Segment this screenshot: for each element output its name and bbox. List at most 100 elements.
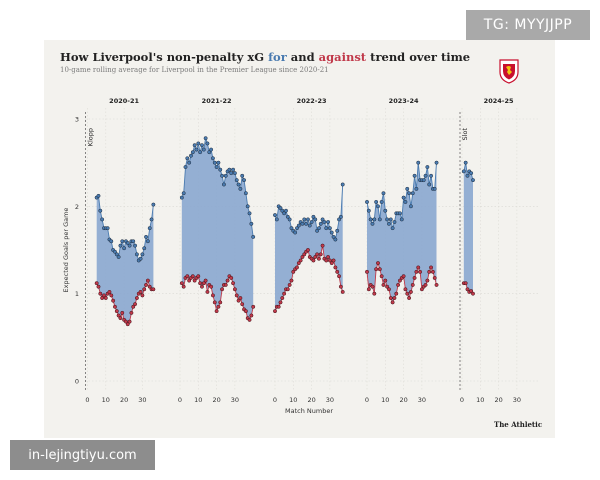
xg-for-point [461,169,466,174]
xg-for-point [407,191,412,196]
xg-for-point [408,204,413,209]
xg-gap-area [275,184,343,312]
title-part: trend over time [366,50,471,64]
xg-against-point [144,282,149,287]
xg-for-point [311,214,316,219]
xg-for-point [120,239,125,244]
xg-for-point [201,147,206,152]
xg-against-point [405,291,410,296]
xg-for-point [412,173,417,178]
xg-for-point [365,200,369,204]
x-tick-label: 30 [418,396,426,404]
xg-against-point [209,284,214,289]
x-tick-label: 30 [138,396,146,404]
xg-against-point [414,269,419,274]
xg-for-point [114,252,119,257]
xg-against-point [296,261,301,266]
xg-for-point [320,217,325,222]
xg-against-point [223,282,228,287]
season-label: 2021-22 [202,97,232,105]
xg-for-point [196,141,201,146]
xg-for-point [113,249,117,254]
xg-against-point [181,284,186,289]
xg-against-point [234,293,239,298]
xg-against-point [383,278,388,283]
xg-against-point [138,289,143,294]
xg-against-point [366,287,371,292]
x-tick-label: 20 [120,396,128,404]
xg-against-point [377,267,382,272]
xg-against-point [142,287,147,292]
xg-for-point [105,226,110,231]
xg-for-point [214,165,219,169]
xg-against-point [198,281,203,286]
xg-for-point [134,252,139,257]
watermark-tg: TG: MYYJJPP [466,10,590,40]
xg-for-point [318,221,323,226]
xg-for-point [207,150,212,155]
xg-against-point [273,309,277,314]
xg-against-point [333,265,338,270]
x-tick-label: 20 [494,396,502,404]
xg-against-point [231,281,236,286]
xg-for-point [338,214,343,219]
xg-for-point [427,182,432,187]
x-tick-label: 0 [85,396,89,404]
xg-for-point [149,217,154,222]
xg-for-point [118,243,123,248]
xg-for-point [200,143,204,148]
xg-against-point [434,282,439,287]
xg-for-point [236,182,241,187]
xg-against-point [151,287,156,292]
xg-against-point [432,275,437,280]
xg-against-point [374,267,379,272]
xg-for-point [416,160,421,165]
xg-for-point [307,223,312,228]
x-tick-label: 10 [102,396,110,404]
xg-for-point [465,173,470,178]
xg-for-point [296,223,301,228]
xg-for-point [221,182,226,187]
xg-against-point [196,274,201,279]
brand-logo-text: The Athletic [494,420,543,429]
xg-for-point [289,226,294,231]
xg-for-point [231,167,236,172]
xg-against-point [220,287,225,292]
x-tick-label: 20 [307,396,315,404]
season-panel-2024-25: 2024-25 0 10 20 30 [460,97,521,404]
xg-against-point [109,293,114,298]
xg-for-point [245,204,250,209]
xg-against-point [287,282,292,287]
xg-against-point [463,281,468,286]
xg-for-point [379,200,384,204]
xg-against-point [225,278,230,283]
xg-against-point [316,256,321,261]
xg-against-point [210,293,215,298]
xg-for-point [337,217,341,222]
xg-against-point [295,265,299,270]
xg-for-point [315,228,320,233]
xg-against-point [96,284,101,289]
season-label: 2020-21 [109,97,139,105]
xg-against-point [338,284,343,289]
xg-against-point [249,313,254,318]
xg-against-point [116,313,121,318]
xg-against-point [100,296,105,300]
x-tick-label: 0 [365,396,369,404]
xg-for-point [304,221,309,226]
xg-against-point [329,261,334,266]
chart-subtitle: 10-game rolling average for Liverpool in… [60,66,329,74]
xg-against-point [315,252,320,257]
xg-against-point [340,289,345,294]
xg-against-point [133,302,138,307]
xg-for-point [399,217,404,222]
xg-against-point [140,293,145,298]
xg-for-point [432,186,437,191]
xg-for-point [122,246,127,251]
y-tick-label: 3 [75,116,79,124]
x-tick-label: 30 [326,396,334,404]
xg-against-point [388,296,393,300]
xg-against-point [335,269,340,274]
xg-against-point [416,265,421,270]
